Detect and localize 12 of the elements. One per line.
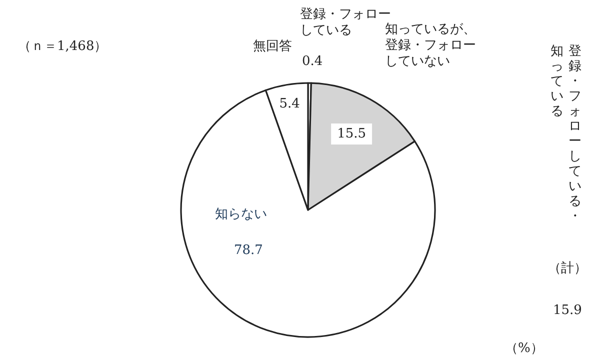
- slice-label: 知らない: [215, 207, 267, 222]
- data-label: 0.4: [302, 54, 323, 69]
- text: 登録・フォローしている・: [568, 44, 582, 224]
- data-label: 5.4: [279, 96, 300, 112]
- text: 15.9: [553, 303, 582, 318]
- data-label: 15.5: [337, 126, 366, 142]
- slice-label: 無回答: [253, 39, 292, 54]
- text: 知っている: [550, 44, 564, 119]
- text: （ｎ＝1,468）: [18, 39, 108, 54]
- text: （計）: [548, 261, 587, 276]
- data-label: 78.7: [234, 243, 263, 258]
- text: （%）: [505, 341, 544, 356]
